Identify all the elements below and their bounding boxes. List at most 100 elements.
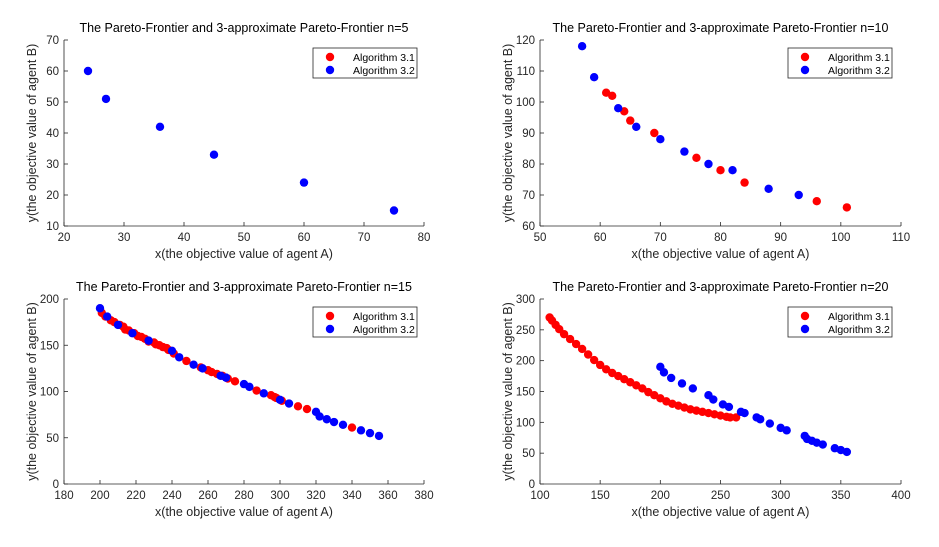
x-tick-label: 110 (892, 232, 910, 244)
data-point-algorithm-3-1 (626, 116, 635, 125)
y-tick-label: 200 (516, 356, 535, 368)
data-point-algorithm-3-2 (284, 399, 294, 408)
x-tick-label: 100 (831, 232, 850, 244)
data-point-algorithm-3-2 (83, 66, 93, 76)
data-point-algorithm-3-2 (704, 159, 713, 169)
data-point-algorithm-3-2 (680, 147, 689, 156)
data-point-algorithm-3-2 (577, 42, 587, 51)
data-point-algorithm-3-1 (182, 356, 191, 366)
y-tick-label: 90 (522, 128, 535, 140)
y-tick-label: 0 (529, 479, 535, 491)
y-tick-label: 40 (46, 128, 59, 140)
x-tick-label: 90 (774, 232, 787, 244)
data-point-algorithm-3-1 (230, 377, 240, 386)
y-tick-label: 150 (40, 340, 59, 352)
x-axis-label: x(the objective value of agent A) (632, 247, 810, 261)
chart-title: The Pareto-Frontier and 3-approximate Pa… (553, 21, 889, 35)
x-tick-label: 300 (270, 490, 289, 502)
subplot-3: 180 200 220 240 260 280 300 320 340 360 380 0 50 100 1… (25, 280, 434, 519)
data-point-algorithm-3-1 (725, 413, 735, 422)
x-tick-label: 80 (714, 232, 727, 244)
y-axis-label: y(the objective value of agent B) (501, 302, 515, 481)
data-point-algorithm-3-2 (632, 122, 641, 131)
data-point-algorithm-3-1 (716, 166, 725, 175)
data-point-algorithm-3-2 (95, 304, 105, 313)
x-tick-label: 80 (418, 232, 431, 244)
chart-title: The Pareto-Frontier and 3-approximate Pa… (553, 280, 889, 294)
x-tick-label: 200 (90, 490, 109, 502)
data-point-algorithm-3-2 (299, 178, 309, 187)
data-point-algorithm-3-2 (688, 384, 698, 393)
data-point-algorithm-3-2 (322, 415, 331, 424)
x-tick-label: 100 (530, 490, 549, 502)
data-point-algorithm-3-2 (724, 402, 734, 412)
legend-marker (325, 65, 335, 75)
data-point-algorithm-3-1 (842, 203, 852, 212)
data-point-algorithm-3-1 (293, 402, 303, 411)
data-point-algorithm-3-2 (374, 431, 384, 441)
data-point-algorithm-3-2 (259, 389, 268, 398)
legend-label: Algorithm 3.2 (353, 324, 415, 336)
legend-label: Algorithm 3.1 (828, 311, 890, 323)
legend-label: Algorithm 3.2 (828, 324, 890, 336)
x-tick-label: 400 (891, 490, 910, 502)
data-point-algorithm-3-2 (842, 447, 852, 457)
x-tick-label: 240 (162, 490, 181, 502)
data-point-algorithm-3-2 (677, 379, 687, 388)
y-tick-label: 10 (46, 221, 59, 233)
x-tick-label: 320 (306, 490, 325, 502)
data-point-algorithm-3-1 (577, 344, 587, 354)
legend-label: Algorithm 3.1 (353, 311, 415, 323)
y-tick-label: 110 (517, 66, 535, 78)
x-tick-label: 70 (358, 232, 371, 244)
y-tick-label: 100 (516, 97, 535, 109)
x-tick-label: 380 (414, 490, 433, 502)
chart-title: The Pareto-Frontier and 3-approximate Pa… (76, 280, 412, 294)
y-tick-label: 0 (53, 479, 59, 491)
x-axis-label: x(the objective value of agent A) (632, 505, 810, 519)
data-point-algorithm-3-2 (329, 417, 339, 427)
legend-marker (325, 324, 335, 334)
y-tick-label: 150 (516, 387, 535, 399)
x-tick-label: 30 (118, 232, 131, 244)
data-point-algorithm-3-1 (731, 413, 741, 422)
legend-marker (800, 324, 810, 334)
subplot-4: 100 150 200 250 300 350 400 0 50 100 150 200 250 300 T… (501, 280, 911, 519)
data-point-algorithm-3-2 (740, 408, 749, 418)
data-point-algorithm-3-2 (338, 420, 348, 429)
data-point-algorithm-3-2 (365, 428, 375, 438)
data-point-algorithm-3-2 (765, 419, 775, 428)
data-point-algorithm-3-1 (252, 386, 261, 395)
x-tick-label: 50 (534, 232, 547, 244)
y-axis-label: y(the objective value of agent B) (501, 44, 515, 223)
x-tick-label: 60 (594, 232, 607, 244)
x-axis-label: x(the objective value of agent A) (155, 247, 333, 261)
legend-label: Algorithm 3.2 (353, 65, 415, 77)
x-tick-label: 150 (591, 490, 610, 502)
x-tick-label: 350 (831, 490, 850, 502)
y-tick-label: 100 (516, 417, 535, 429)
x-tick-label: 20 (58, 232, 71, 244)
y-tick-label: 50 (46, 97, 59, 109)
legend-marker (800, 65, 810, 75)
data-point-algorithm-3-2 (113, 320, 123, 330)
x-tick-label: 340 (342, 490, 361, 502)
data-point-algorithm-3-1 (347, 423, 357, 432)
x-tick-label: 280 (234, 490, 253, 502)
y-tick-label: 100 (40, 387, 59, 399)
data-point-algorithm-3-2 (589, 73, 599, 82)
data-point-algorithm-3-2 (666, 373, 676, 383)
data-point-algorithm-3-2 (221, 373, 231, 382)
data-point-algorithm-3-1 (638, 384, 647, 393)
chart-title: The Pareto-Frontier and 3-approximate Pa… (80, 21, 409, 35)
legend-marker (800, 311, 810, 321)
data-point-algorithm-3-1 (812, 197, 821, 206)
x-tick-label: 60 (298, 232, 311, 244)
x-tick-label: 40 (178, 232, 191, 244)
data-point-algorithm-3-2 (356, 426, 366, 435)
data-point-algorithm-3-2 (794, 190, 803, 200)
data-point-algorithm-3-1 (589, 355, 599, 365)
